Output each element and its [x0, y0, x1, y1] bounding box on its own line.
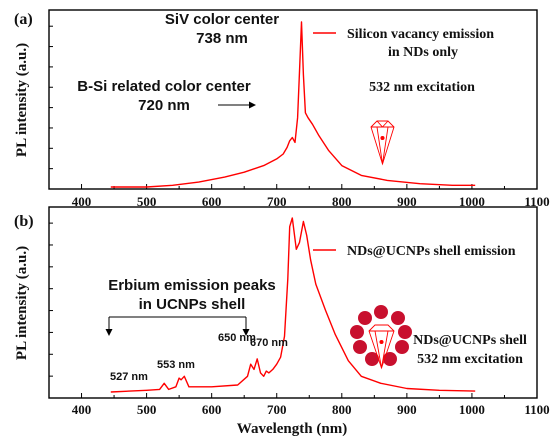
shell-annotation-excitation: 532 nm excitation	[417, 352, 523, 367]
panel-a: (a) PL intensity (a.u.) 400 500 600 700 800 9…	[14, 9, 550, 209]
panel-b-xlabel: Wavelength (nm)	[237, 421, 347, 437]
panel-a-ylabel: PL intensity (a.u.)	[14, 43, 30, 157]
panel-b-xticks: 400 500 600 700 800 900 1000 1100	[48, 222, 550, 417]
erbium-annotation-line2: in UCNPs shell	[139, 296, 246, 313]
panel-b: (b) PL intensity (a.u.) 400 500 600 700 800 9…	[14, 206, 550, 437]
peak-label-670: 670 nm	[250, 337, 288, 349]
erbium-annotation-line1: Erbium emission peaks	[108, 277, 276, 294]
xtick-label: 500	[137, 194, 157, 209]
panel-b-ylabel: PL intensity (a.u.)	[14, 246, 30, 360]
panel-a-xticks: 400 500 600 700 800 900 1000 1100	[48, 25, 550, 209]
xtick-label: 800	[332, 194, 352, 209]
xtick-label: 600	[202, 402, 222, 417]
xtick-label: 400	[72, 402, 92, 417]
panel-b-legend-line1: NDs@UCNPs shell emission	[347, 244, 516, 259]
panel-a-frame	[48, 9, 538, 190]
bsi-arrow-head	[249, 101, 256, 109]
panel-a-label: (a)	[14, 11, 33, 28]
xtick-label: 1000	[459, 402, 485, 417]
nanodiamond-shell-icon	[350, 305, 412, 370]
panel-b-series-line	[110, 217, 476, 393]
panel-b-frame	[48, 206, 538, 399]
peak-label-553: 553 nm	[157, 359, 195, 371]
xtick-label: 600	[202, 194, 222, 209]
xtick-label: 900	[397, 194, 417, 209]
xtick-label: 500	[137, 402, 157, 417]
panel-a-excitation-label: 532 nm excitation	[369, 80, 475, 95]
peak-label-650: 650 nm	[218, 332, 256, 344]
erbium-arrow-right-head	[242, 329, 250, 336]
xtick-label: 800	[332, 402, 352, 417]
erbium-arrow-left-head	[105, 329, 113, 336]
shell-annotation-title: NDs@UCNPs shell	[413, 333, 527, 348]
panel-a-legend-line2: in NDs only	[388, 45, 458, 60]
siv-annotation-title: SiV color center	[165, 11, 279, 28]
panel-b-label: (b)	[14, 213, 34, 230]
xtick-label: 1100	[524, 402, 549, 417]
bsi-annotation-wavelength: 720 nm	[138, 97, 190, 114]
xtick-label: 900	[397, 402, 417, 417]
xtick-label: 700	[267, 194, 287, 209]
xtick-label: 1000	[459, 194, 485, 209]
xtick-label: 1100	[524, 194, 549, 209]
xtick-label: 400	[72, 194, 92, 209]
siv-annotation-wavelength: 738 nm	[196, 30, 248, 47]
panel-a-series-line	[110, 21, 476, 188]
diamond-icon	[370, 120, 395, 166]
xtick-label: 700	[267, 402, 287, 417]
panel-a-legend-line1: Silicon vacancy emission	[347, 27, 494, 42]
bsi-annotation-title: B-Si related color center	[77, 78, 251, 95]
peak-label-527: 527 nm	[110, 371, 148, 383]
